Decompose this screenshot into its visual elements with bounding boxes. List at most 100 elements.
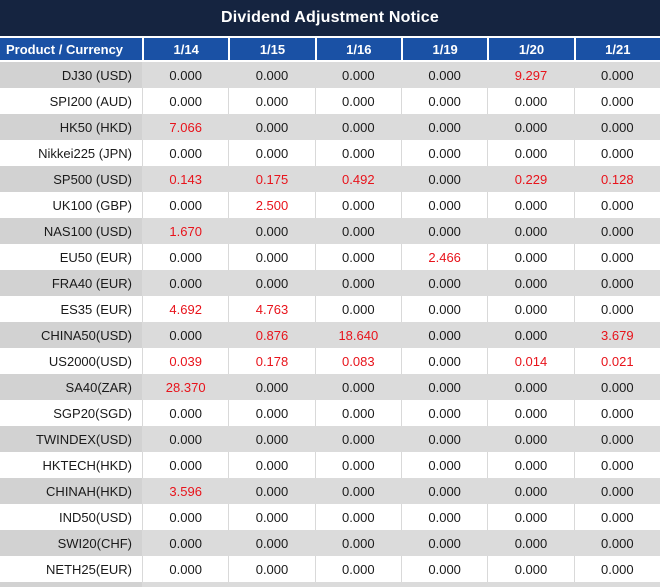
product-cell: ES35 (EUR) [0,296,142,322]
value-cell: 9.297 [487,62,574,88]
value-cell: 0.000 [314,374,401,400]
value-cell: 0.000 [314,400,401,426]
value-cell: 0.000 [573,374,660,400]
value-cell: 0.000 [400,166,488,192]
value-cell: 0.000 [314,270,401,296]
product-cell: SPI200 (AUD) [0,88,142,114]
table-row: CHINAH(HKD) 3.596 0.000 0.000 0.000 0.000 0.00… [0,478,660,504]
table-row: SPI200 (AUD) 0.000 0.000 0.000 0.000 0.000 0.0… [0,88,660,114]
page-title: Dividend Adjustment Notice [0,0,660,36]
value-cell: 0.229 [487,166,574,192]
value-cell: 0.000 [400,270,488,296]
table-row: IND50(USD) 0.000 0.000 0.000 0.000 0.000 0.000 [0,504,660,530]
table-row: NETH25(EUR) 0.000 0.000 0.000 0.000 0.000 0.00… [0,556,660,582]
value-cell: 4.692 [142,296,229,322]
table-body: DJ30 (USD) 0.000 0.000 0.000 0.000 9.297 0.000… [0,62,660,582]
table-row: SGP20(SGD) 0.000 0.000 0.000 0.000 0.000 0.000 [0,400,660,426]
value-cell: 0.000 [142,62,229,88]
product-cell: SA40(ZAR) [0,374,142,400]
value-cell: 0.000 [400,62,488,88]
value-cell: 0.000 [400,426,488,452]
value-cell: 0.000 [400,374,488,400]
product-cell: CHINAH(HKD) [0,478,142,504]
value-cell: 0.000 [314,530,401,556]
value-cell: 0.000 [314,62,401,88]
value-cell: 0.000 [573,400,660,426]
value-cell: 0.000 [400,114,488,140]
product-cell: SP500 (USD) [0,166,142,192]
product-cell: HK50 (HKD) [0,114,142,140]
value-cell: 0.000 [487,296,574,322]
value-cell: 0.492 [314,166,401,192]
partial-next-row [0,582,660,587]
product-cell: EU50 (EUR) [0,244,142,270]
value-cell: 0.000 [400,88,488,114]
value-cell: 0.000 [487,114,574,140]
value-cell: 0.000 [573,556,660,582]
value-cell: 0.000 [400,322,488,348]
value-cell: 0.000 [573,62,660,88]
value-cell: 0.876 [228,322,315,348]
value-cell: 0.000 [228,452,315,478]
value-cell: 0.000 [314,504,401,530]
value-cell: 2.466 [400,244,488,270]
value-cell: 0.000 [142,426,229,452]
value-cell: 0.000 [400,504,488,530]
value-cell: 0.014 [487,348,574,374]
value-cell: 0.000 [573,270,660,296]
value-cell: 0.000 [573,452,660,478]
date-column-header: 1/15 [228,36,315,62]
value-cell: 0.000 [400,452,488,478]
value-cell: 0.000 [400,530,488,556]
value-cell: 0.000 [573,192,660,218]
product-cell: US2000(USD) [0,348,142,374]
value-cell: 0.000 [314,88,401,114]
value-cell: 0.000 [314,556,401,582]
value-cell: 0.000 [573,244,660,270]
value-cell: 0.000 [142,400,229,426]
value-cell: 0.000 [487,374,574,400]
product-cell: NAS100 (USD) [0,218,142,244]
value-cell: 0.000 [487,140,574,166]
value-cell: 0.000 [228,556,315,582]
value-cell: 0.000 [400,218,488,244]
partial-next-row-values-segment [142,582,660,587]
value-cell: 18.640 [314,322,401,348]
value-cell: 0.000 [400,556,488,582]
value-cell: 0.000 [487,270,574,296]
value-cell: 4.763 [228,296,315,322]
value-cell: 0.000 [487,218,574,244]
product-column-header: Product / Currency [0,36,142,62]
value-cell: 0.000 [487,504,574,530]
value-cell: 0.000 [487,452,574,478]
table-row: UK100 (GBP) 0.000 2.500 0.000 0.000 0.000 0.00… [0,192,660,218]
value-cell: 0.000 [487,478,574,504]
value-cell: 0.178 [228,348,315,374]
table-row: Nikkei225 (JPN) 0.000 0.000 0.000 0.000 0.000… [0,140,660,166]
value-cell: 0.021 [573,348,660,374]
product-cell: HKTECH(HKD) [0,452,142,478]
product-cell: Nikkei225 (JPN) [0,140,142,166]
value-cell: 0.000 [228,114,315,140]
product-cell: IND50(USD) [0,504,142,530]
value-cell: 0.000 [573,88,660,114]
value-cell: 0.000 [314,114,401,140]
value-cell: 0.000 [142,192,229,218]
value-cell: 0.000 [314,296,401,322]
value-cell: 0.000 [314,244,401,270]
value-cell: 0.000 [228,270,315,296]
value-cell: 0.000 [228,62,315,88]
value-cell: 28.370 [142,374,229,400]
value-cell: 0.000 [400,478,488,504]
value-cell: 3.596 [142,478,229,504]
value-cell: 0.000 [573,140,660,166]
table-row: FRA40 (EUR) 0.000 0.000 0.000 0.000 0.000 0.00… [0,270,660,296]
value-cell: 1.670 [142,218,229,244]
value-cell: 0.000 [314,218,401,244]
value-cell: 0.000 [573,114,660,140]
value-cell: 0.000 [314,478,401,504]
value-cell: 0.000 [228,530,315,556]
value-cell: 0.083 [314,348,401,374]
value-cell: 0.000 [487,192,574,218]
